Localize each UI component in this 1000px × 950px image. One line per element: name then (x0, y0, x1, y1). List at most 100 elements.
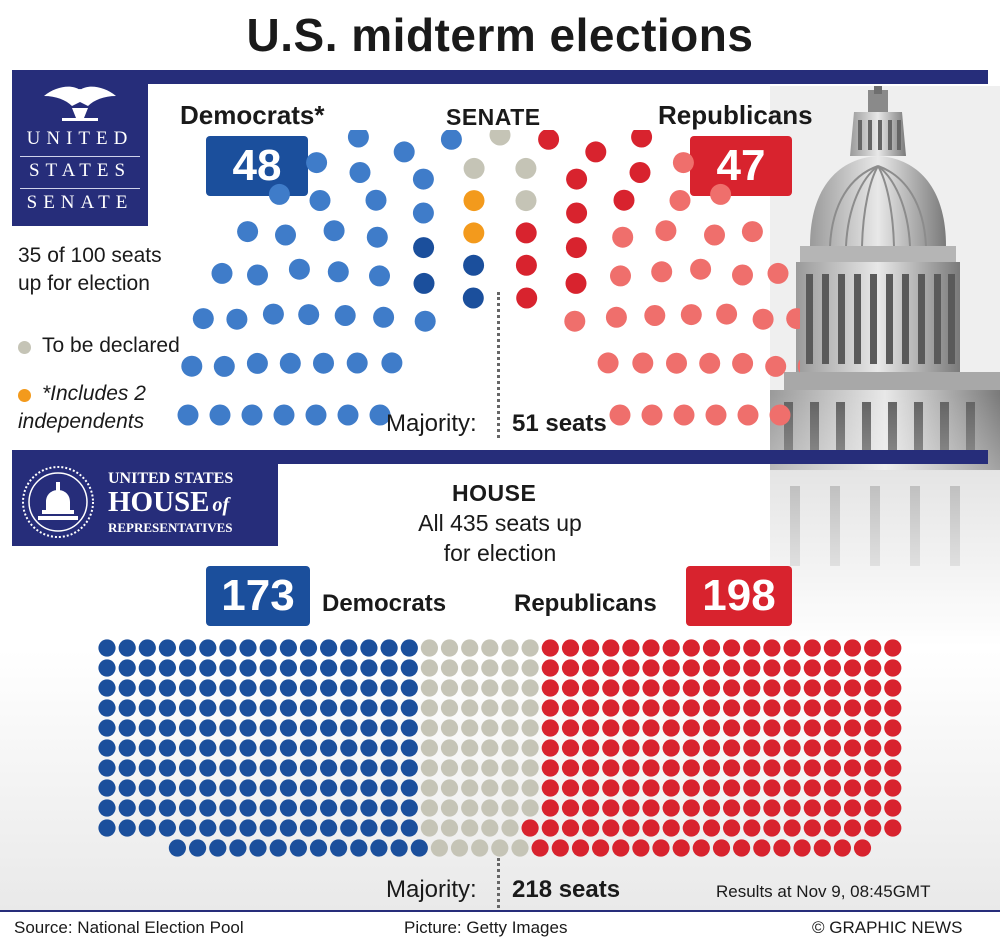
house-seat-democrat (259, 819, 277, 837)
page-title: U.S. midterm elections (246, 9, 754, 61)
house-seat-undeclared (501, 819, 519, 837)
house-seat-democrat (219, 719, 237, 737)
house-seat-republican (541, 779, 559, 797)
house-seat-democrat (98, 799, 116, 817)
senate-seat-republican (737, 404, 759, 426)
house-seat-republican (602, 759, 620, 777)
house-seat-republican (884, 639, 902, 657)
house-seat-democrat (309, 839, 328, 857)
house-seat-democrat (400, 719, 418, 737)
senate-band (12, 70, 988, 84)
house-seat-republican (602, 739, 620, 757)
house-seat-republican (541, 639, 559, 657)
house-seat-democrat (219, 759, 237, 777)
house-seat-republican (551, 839, 569, 857)
house-seat-republican (682, 799, 700, 817)
house-seat-republican (843, 679, 862, 697)
house-seat-republican (541, 819, 559, 837)
senate-seat-republican (765, 355, 787, 377)
house-seat-democrat (138, 739, 156, 757)
senate-seat-republican (680, 304, 702, 326)
house-seat-undeclared (440, 799, 459, 817)
seal-divider (20, 188, 140, 189)
house-seat-republican (642, 739, 660, 757)
house-seat-democrat (179, 799, 197, 817)
house-seat-republican (582, 739, 600, 757)
house-seal-line2-wrap: HOUSE of (108, 486, 229, 519)
senate-seat-republican (610, 265, 631, 287)
house-seat-undeclared (420, 759, 438, 777)
house-seat-republican (682, 719, 700, 737)
senate-seat-democrat (246, 352, 268, 374)
house-seat-republican (763, 779, 781, 797)
senate-seat-democrat (366, 226, 388, 248)
house-seat-undeclared (481, 679, 499, 697)
house-seat-democrat (279, 739, 297, 757)
house-seat-democrat (239, 799, 257, 817)
house-seat-republican (813, 839, 831, 857)
house-seat-republican (712, 839, 731, 857)
house-seat-democrat (219, 699, 237, 717)
senate-seat-republican (597, 352, 619, 374)
house-seat-democrat (360, 719, 378, 737)
house-seat-republican (662, 759, 680, 777)
senate-seat-republican (566, 168, 588, 190)
house-seat-republican (541, 799, 559, 817)
senate-seat-democrat (412, 202, 434, 224)
house-seat-undeclared (501, 639, 519, 657)
senate-seat-republican (704, 224, 725, 246)
house-seat-republican (702, 659, 721, 677)
house-seat-republican (864, 659, 882, 677)
house-seat-democrat (179, 659, 197, 677)
senate-seat-republican (669, 190, 691, 211)
house-seat-republican (753, 839, 771, 857)
house-seat-republican (864, 759, 882, 777)
house-seat-republican (702, 699, 721, 717)
house-seat-democrat (98, 739, 116, 757)
house-seat-republican (723, 699, 741, 717)
house-seat-democrat (219, 819, 237, 837)
house-seat-republican (642, 659, 660, 677)
house-seat-republican (783, 779, 801, 797)
house-seat-democrat (400, 759, 418, 777)
house-seat-republican (783, 659, 801, 677)
house-seat-republican (823, 719, 842, 737)
house-seat-republican (652, 839, 670, 857)
house-seat-republican (884, 739, 902, 757)
house-seal-icon (22, 466, 94, 538)
house-seat-democrat (259, 659, 277, 677)
house-subtitle: All 435 seats up for election (340, 508, 660, 568)
house-seat-democrat (279, 679, 297, 697)
house-seat-republican (561, 719, 580, 737)
senate-seat-republican (585, 141, 607, 163)
house-majority-value: 218 seats (512, 876, 621, 903)
senate-seat-democrat (414, 310, 436, 332)
house-seat-republican (723, 759, 741, 777)
house-seat-democrat (259, 779, 277, 797)
house-seat-democrat (179, 679, 197, 697)
house-seat-undeclared (511, 839, 529, 857)
senate-seat-republican (515, 222, 537, 244)
house-seat-democrat (179, 819, 197, 837)
house-seat-democrat (320, 719, 338, 737)
house-seat-republican (723, 719, 741, 737)
house-seat-republican (783, 719, 801, 737)
house-seat-democrat (400, 679, 418, 697)
eagle-icon (44, 86, 116, 121)
house-seat-republican (864, 699, 882, 717)
house-seat-republican (702, 719, 721, 737)
house-seat-democrat (279, 819, 297, 837)
house-seat-undeclared (420, 659, 438, 677)
house-seat-democrat (118, 819, 136, 837)
house-seat-democrat (118, 659, 136, 677)
house-seat-republican (682, 659, 700, 677)
house-seat-republican (582, 719, 600, 737)
senate-seat-republican (515, 254, 537, 276)
house-seat-republican (763, 819, 781, 837)
house-seat-republican (853, 839, 872, 857)
house-seat-democrat (158, 759, 176, 777)
house-seat-undeclared (501, 699, 519, 717)
house-seal-line3: REPRESENTATIVES (108, 520, 233, 535)
house-seat-democrat (340, 779, 358, 797)
senate-seat-republican (565, 237, 587, 259)
